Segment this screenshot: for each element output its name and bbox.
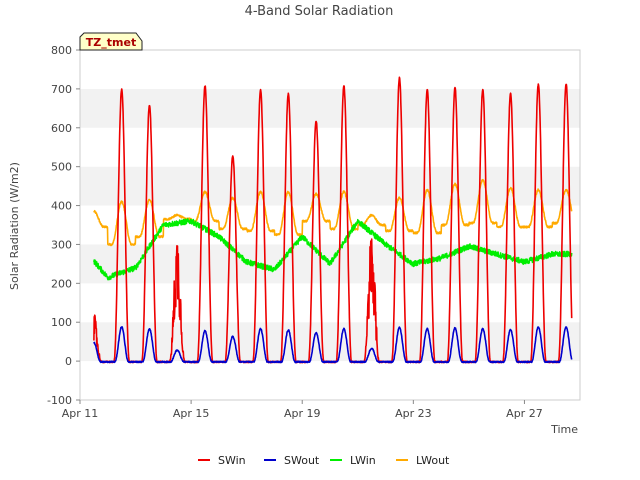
x-axis-label: Time <box>550 423 578 436</box>
y-tick-label: 700 <box>51 83 72 96</box>
y-tick-label: 600 <box>51 122 72 135</box>
legend-label-lwin: LWin <box>350 454 376 467</box>
grid-band <box>80 127 580 167</box>
legend-label-swout: SWout <box>284 454 320 467</box>
y-tick-label: 800 <box>51 44 72 57</box>
legend-label-lwout: LWout <box>416 454 450 467</box>
grid-band <box>80 283 580 323</box>
series-line-lwout <box>93 178 573 247</box>
y-tick-label: 500 <box>51 161 72 174</box>
chart-title: 4-Band Solar Radiation <box>245 4 394 19</box>
x-tick-label: Apr 19 <box>284 407 321 420</box>
x-axis-ticks: Apr 11 Apr 15 Apr 19 Apr 23 Apr 27 <box>62 400 543 420</box>
y-tick-label: -100 <box>47 394 72 407</box>
grid-band <box>80 88 580 128</box>
y-axis-ticks: -100 0 100 200 300 400 500 600 700 800 <box>47 44 80 407</box>
y-axis-label: Solar Radiation (W/m2) <box>8 162 21 290</box>
tz-annotation-label: TZ_tmet <box>86 36 136 49</box>
grid-band <box>80 50 580 89</box>
x-tick-label: Apr 15 <box>173 407 210 420</box>
y-tick-label: 400 <box>51 200 72 213</box>
y-tick-label: 0 <box>65 355 72 368</box>
grid-band <box>80 361 580 400</box>
x-tick-label: Apr 27 <box>506 407 543 420</box>
series-layer <box>93 76 573 364</box>
legend: SWin SWout LWin LWout <box>198 454 450 467</box>
grid-band <box>80 322 580 362</box>
series-line-swout <box>93 326 573 364</box>
x-tick-label: Apr 23 <box>395 407 432 420</box>
grid-band <box>80 166 580 206</box>
legend-label-swin: SWin <box>218 454 246 467</box>
x-tick-label: Apr 11 <box>62 407 99 420</box>
plot-frame <box>79 49 581 401</box>
y-tick-label: 100 <box>51 316 72 329</box>
y-tick-label: 200 <box>51 277 72 290</box>
tz-annotation: TZ_tmet <box>79 32 143 51</box>
series-line-lwin <box>93 218 573 281</box>
tz-annotation-box <box>79 32 143 51</box>
y-tick-label: 300 <box>51 238 72 251</box>
